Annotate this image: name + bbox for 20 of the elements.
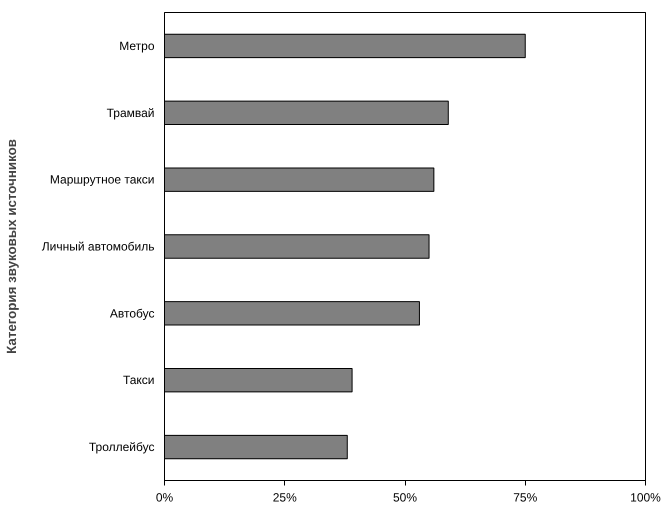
- bar: [164, 301, 420, 326]
- y-tick-label: Метро: [119, 38, 155, 53]
- bar: [164, 34, 526, 58]
- x-tick-label: 100%: [630, 490, 662, 504]
- y-tick-label: Троллейбус: [88, 440, 155, 454]
- y-tick-label: Трамвай: [106, 106, 155, 120]
- y-tick-label: Маршрутное такси: [50, 172, 155, 187]
- x-tick-label: 50%: [392, 490, 418, 504]
- bar: [164, 100, 449, 125]
- bar: [164, 234, 430, 259]
- y-tick-label: Автобус: [110, 306, 154, 320]
- x-tick-label: 0%: [156, 490, 174, 504]
- x-tick-label: 25%: [272, 490, 298, 504]
- x-tick-label: 75%: [513, 490, 538, 504]
- bar: [164, 368, 353, 392]
- y-tick-label: Личный автомобиль: [42, 240, 155, 254]
- y-axis-title: Категория звуковых источников: [4, 139, 19, 354]
- y-tick-label: Такси: [122, 373, 155, 388]
- bar: [164, 167, 434, 192]
- bar: [164, 434, 348, 460]
